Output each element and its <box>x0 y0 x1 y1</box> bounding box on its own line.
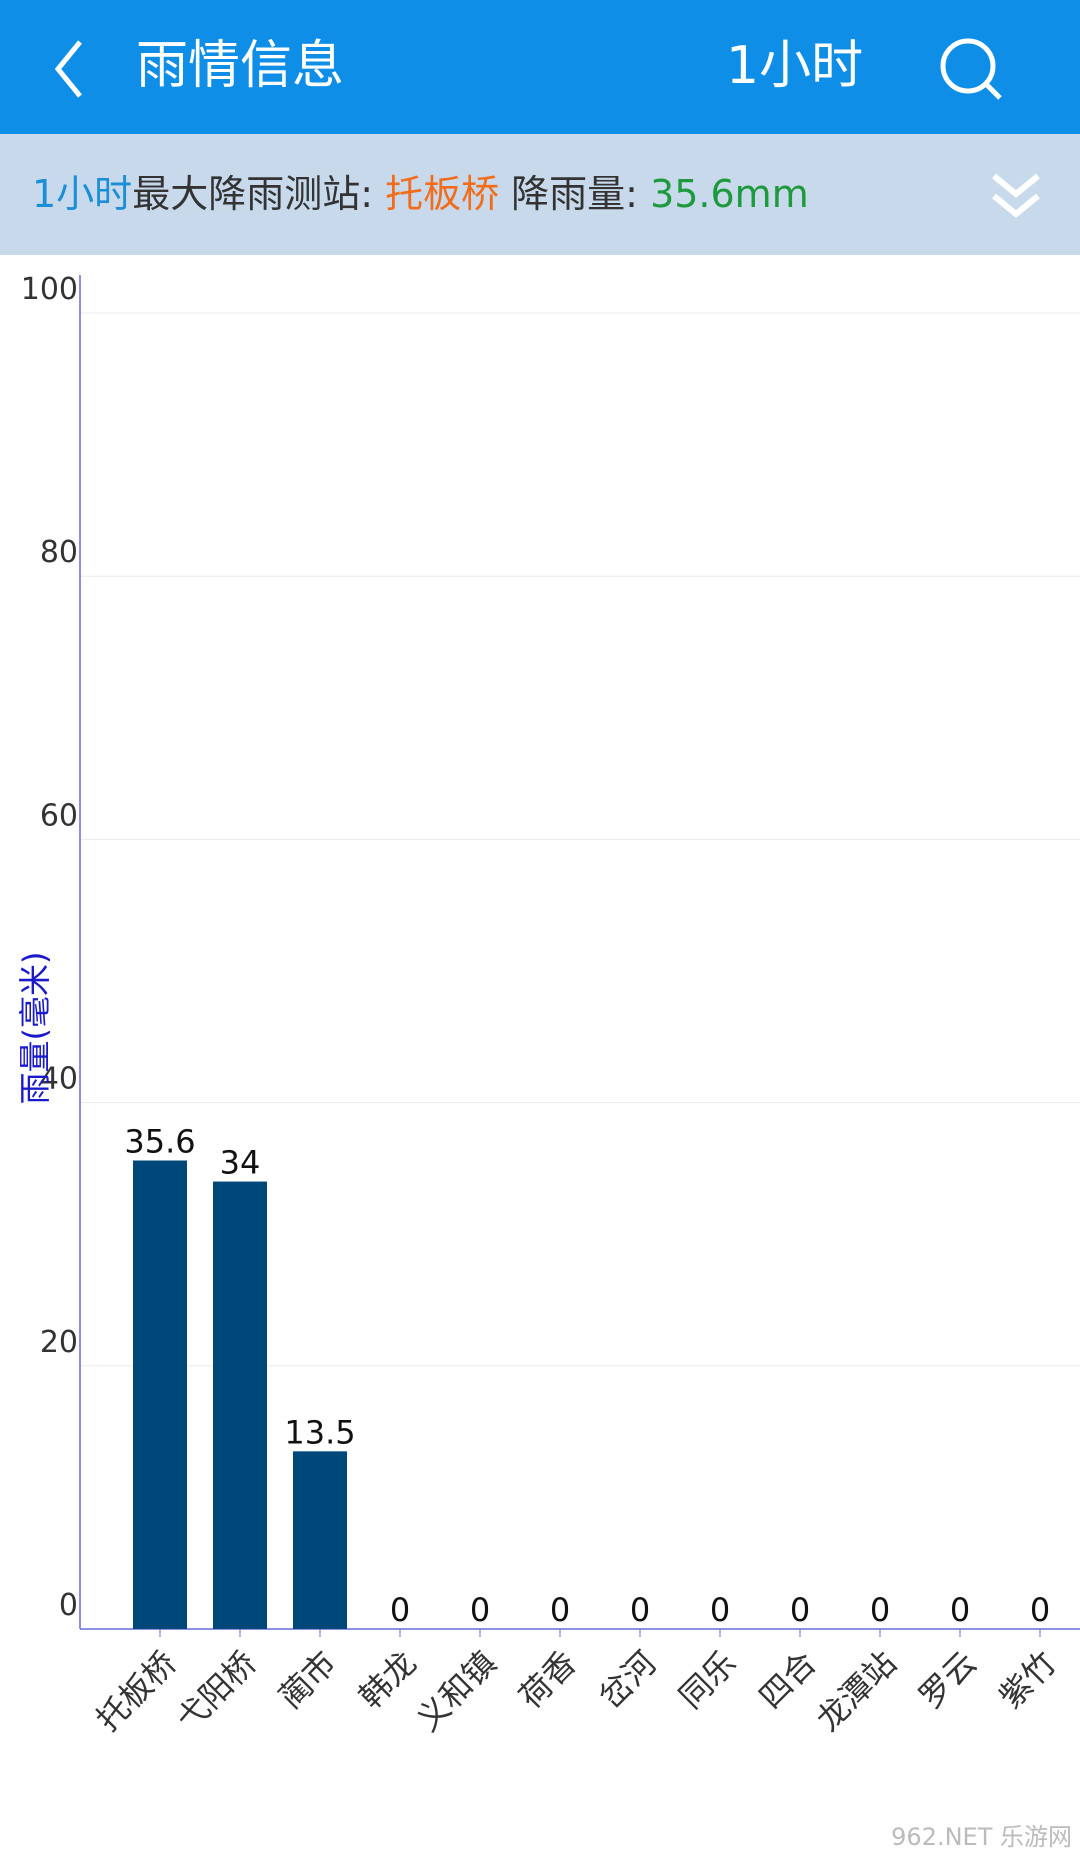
x-tick-label: 罗云 <box>912 1644 984 1716</box>
bar <box>133 1160 187 1629</box>
y-axis-title: 雨量(毫米) <box>16 952 54 1105</box>
value-label: 0 <box>710 1591 730 1629</box>
value-label: 0 <box>790 1591 810 1629</box>
page-title: 雨情信息 <box>136 36 345 96</box>
bar <box>293 1451 347 1629</box>
value-label: 0 <box>550 1591 570 1629</box>
summary-text: 1小时最大降雨测站: 托板桥 降雨量: 35.6mm <box>32 134 809 255</box>
watermark: 962.NET 乐游网 <box>891 1823 1072 1851</box>
summary-rain-value: 35.6mm <box>650 172 809 216</box>
summary-station: 托板桥 <box>385 172 500 216</box>
value-label: 0 <box>870 1591 890 1629</box>
value-label: 0 <box>630 1591 650 1629</box>
summary-period: 1小时 <box>32 172 133 216</box>
y-tick-label: 100 <box>21 272 78 307</box>
value-label: 34 <box>220 1144 261 1182</box>
x-tick-label: 托板桥 <box>89 1644 184 1739</box>
summary-label: 最大降雨测站: <box>132 172 386 216</box>
y-tick-label: 20 <box>40 1325 78 1360</box>
value-label: 35.6 <box>124 1123 195 1161</box>
value-label: 0 <box>470 1591 490 1629</box>
x-tick-label: 紫竹 <box>992 1644 1064 1716</box>
back-button[interactable] <box>46 34 106 104</box>
summary-bar: 1小时最大降雨测站: 托板桥 降雨量: 35.6mm <box>0 134 1080 255</box>
x-tick-label: 蔺市 <box>272 1644 344 1716</box>
summary-rain-label: 降雨量: <box>499 172 651 216</box>
x-tick-label: 同乐 <box>672 1644 744 1716</box>
x-tick-label: 岔河 <box>592 1644 664 1716</box>
y-tick-label: 60 <box>40 798 78 833</box>
y-tick-label: 80 <box>40 535 78 570</box>
top-bar: 雨情信息 1小时 <box>0 0 1080 134</box>
value-label: 0 <box>950 1591 970 1629</box>
value-label: 0 <box>390 1591 410 1629</box>
expand-button[interactable] <box>988 168 1044 224</box>
x-tick-label: 弋阳桥 <box>169 1644 264 1739</box>
bar <box>213 1181 267 1629</box>
value-label: 0 <box>1030 1591 1050 1629</box>
period-button[interactable]: 1小时 <box>726 36 864 96</box>
value-label: 13.5 <box>284 1413 355 1451</box>
x-tick-label: 龙潭站 <box>809 1644 904 1739</box>
y-tick-label: 0 <box>59 1588 78 1623</box>
search-button[interactable] <box>936 34 1006 104</box>
x-tick-label: 韩龙 <box>352 1644 424 1716</box>
x-tick-label: 荷香 <box>512 1644 584 1716</box>
x-tick-label: 四合 <box>752 1644 824 1716</box>
x-tick-label: 义和镇 <box>409 1644 504 1739</box>
y-tick-label: 40 <box>40 1062 78 1097</box>
chart: 0 20 40 60 80 100 雨量(毫米) 35.6 托板桥 34 弋阳桥 13.5 蔺市 0 韩龙 0… <box>16 272 1080 1739</box>
